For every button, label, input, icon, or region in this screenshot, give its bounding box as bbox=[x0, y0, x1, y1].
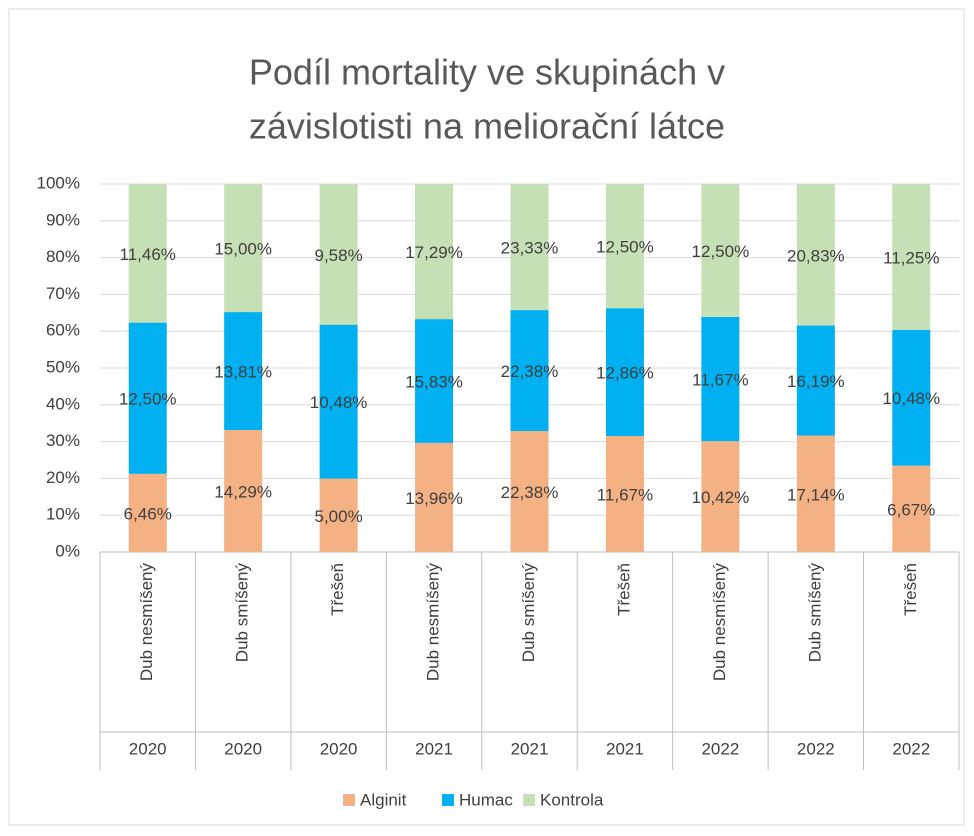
bar-segment bbox=[128, 184, 167, 323]
x-group-label: 2020 bbox=[224, 739, 262, 758]
y-tick-label: 90% bbox=[46, 210, 80, 229]
data-label: 12,86% bbox=[596, 364, 654, 383]
data-label: 17,29% bbox=[405, 243, 463, 262]
y-tick-label: 20% bbox=[46, 468, 80, 487]
data-label: 13,96% bbox=[405, 489, 463, 508]
x-tick-label: Dub smíšený bbox=[805, 563, 824, 663]
data-label: 17,14% bbox=[787, 485, 845, 504]
x-tick-label: Třešeň bbox=[328, 563, 347, 616]
y-tick-label: 80% bbox=[46, 247, 80, 266]
legend-label: Alginit bbox=[360, 790, 407, 809]
x-tick-label: Třešeň bbox=[614, 563, 633, 616]
x-group-label: 2022 bbox=[701, 739, 739, 758]
bar-segment bbox=[701, 184, 740, 317]
bar-segment bbox=[128, 473, 167, 552]
bar-segment bbox=[892, 329, 931, 466]
data-label: 11,67% bbox=[597, 485, 653, 504]
chart-title: Podíl mortality ve skupinách v bbox=[249, 52, 725, 93]
bar-segment bbox=[319, 184, 358, 325]
data-label: 22,38% bbox=[501, 362, 559, 381]
bar-segment bbox=[510, 310, 549, 432]
x-group-label: 2021 bbox=[606, 739, 644, 758]
bar-segment bbox=[605, 436, 644, 552]
legend-swatch bbox=[442, 794, 454, 806]
y-tick-label: 0% bbox=[55, 541, 80, 560]
legend-label: Kontrola bbox=[540, 790, 604, 809]
x-group-label: 2021 bbox=[511, 739, 549, 758]
bar-segment bbox=[892, 184, 931, 330]
x-group-label: 2022 bbox=[892, 739, 930, 758]
bar-segment bbox=[605, 308, 644, 437]
x-tick-label: Dub smíšený bbox=[233, 563, 252, 663]
bar-segment bbox=[892, 465, 931, 552]
bar-segment bbox=[415, 319, 454, 443]
y-tick-label: 40% bbox=[46, 394, 80, 413]
bar-segment bbox=[415, 442, 454, 552]
y-tick-label: 30% bbox=[46, 431, 80, 450]
x-tick-label: Dub nesmíšený bbox=[710, 563, 729, 682]
x-group-label: 2022 bbox=[797, 739, 835, 758]
x-tick-label: Dub nesmíšený bbox=[424, 563, 443, 682]
legend-swatch bbox=[343, 794, 355, 806]
data-label: 10,48% bbox=[882, 389, 940, 408]
data-label: 15,83% bbox=[405, 372, 463, 391]
bar-segment bbox=[701, 316, 740, 442]
bar-segment bbox=[796, 435, 835, 552]
x-group-label: 2020 bbox=[129, 739, 167, 758]
data-label: 13,81% bbox=[214, 363, 272, 382]
x-group-label: 2020 bbox=[320, 739, 358, 758]
data-label: 14,29% bbox=[214, 482, 272, 501]
y-tick-label: 70% bbox=[46, 284, 80, 303]
x-tick-label: Třešeň bbox=[901, 563, 920, 616]
bar-segment bbox=[319, 478, 358, 552]
bar-segment bbox=[796, 325, 835, 436]
bar-segment bbox=[224, 312, 263, 430]
data-label: 12,50% bbox=[596, 238, 654, 257]
data-label: 5,00% bbox=[315, 507, 363, 526]
data-label: 12,50% bbox=[692, 242, 750, 261]
data-label: 16,19% bbox=[787, 372, 845, 391]
data-label: 6,67% bbox=[887, 500, 935, 519]
data-label: 20,83% bbox=[787, 246, 845, 265]
bar-segment bbox=[510, 431, 549, 552]
bar-segment bbox=[224, 184, 263, 313]
bar-segment bbox=[224, 429, 263, 552]
y-tick-label: 50% bbox=[46, 357, 80, 376]
bar-segment bbox=[319, 324, 358, 479]
x-tick-label: Dub smíšený bbox=[519, 563, 538, 663]
data-label: 10,48% bbox=[310, 393, 368, 412]
y-tick-label: 100% bbox=[37, 173, 80, 192]
bar-segment bbox=[510, 184, 549, 311]
data-label: 10,42% bbox=[692, 488, 750, 507]
data-label: 12,50% bbox=[119, 390, 177, 409]
y-tick-label: 10% bbox=[46, 505, 80, 524]
chart-title: závislotisti na meliorační látce bbox=[249, 106, 725, 147]
legend-label: Humac bbox=[459, 790, 513, 809]
bar-segment bbox=[128, 322, 167, 474]
x-group-label: 2021 bbox=[415, 739, 453, 758]
data-label: 11,46% bbox=[120, 245, 176, 264]
data-label: 11,25% bbox=[883, 248, 939, 267]
data-label: 15,00% bbox=[214, 240, 272, 259]
data-label: 9,58% bbox=[315, 246, 363, 265]
bar-segment bbox=[701, 441, 740, 552]
x-tick-label: Dub nesmíšený bbox=[137, 563, 156, 682]
bar-segment bbox=[796, 184, 835, 326]
data-label: 6,46% bbox=[124, 504, 172, 523]
bar-segment bbox=[605, 184, 644, 309]
data-label: 22,38% bbox=[501, 483, 559, 502]
data-label: 11,67% bbox=[692, 371, 748, 390]
data-label: 23,33% bbox=[501, 239, 559, 258]
bar-segment bbox=[415, 184, 454, 320]
y-tick-label: 60% bbox=[46, 321, 80, 340]
legend-swatch bbox=[523, 794, 535, 806]
